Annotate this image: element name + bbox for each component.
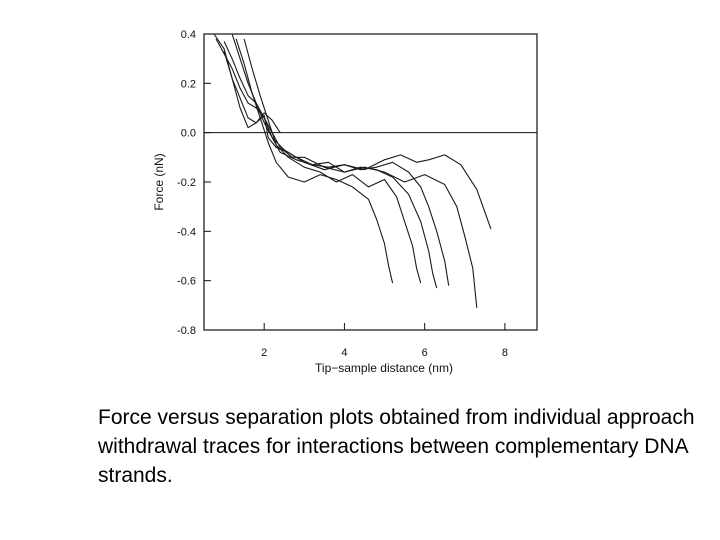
trace-line-2	[215, 38, 478, 308]
force-distance-chart: 0.4 0.2 0.0 -0.2 -0.4 -0.6 -0.8 2 4 6 8 Force (nN…	[152, 29, 538, 375]
x-axis: 2 4 6 8	[261, 323, 508, 359]
y-tick-label: -0.6	[177, 276, 196, 288]
x-tick-label: 4	[341, 347, 347, 359]
y-tick-label: -0.8	[177, 325, 196, 337]
trace-line-5	[243, 38, 422, 284]
x-tick-label: 2	[261, 347, 267, 359]
x-tick-label: 8	[502, 347, 508, 359]
y-tick-label: -0.2	[177, 177, 196, 189]
y-tick-label: -0.4	[177, 226, 196, 238]
x-tick-label: 6	[422, 347, 428, 359]
figure-caption: Force versus separation plots obtained f…	[98, 406, 695, 487]
y-axis: 0.4 0.2 0.0 -0.2 -0.4 -0.6 -0.8	[177, 29, 211, 337]
trace-line-6	[235, 38, 394, 284]
traces	[204, 33, 537, 308]
trace-line-3	[223, 41, 450, 286]
trace-line-7	[223, 51, 281, 133]
x-axis-title: Tip−sample distance (nm)	[315, 361, 453, 375]
y-tick-label: 0.0	[181, 128, 196, 140]
trace-line-4	[231, 33, 438, 289]
y-tick-label: 0.4	[181, 29, 196, 41]
plot-frame	[203, 33, 538, 331]
y-axis-title: Force (nN)	[152, 153, 166, 210]
y-tick-label: 0.2	[181, 78, 196, 90]
trace-line-1	[213, 33, 492, 230]
